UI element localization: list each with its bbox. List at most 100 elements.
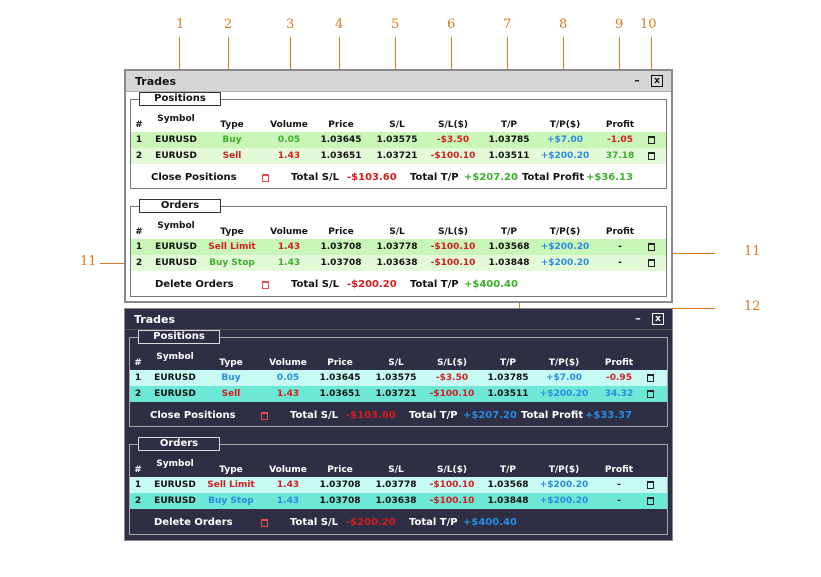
positions-group: Positions # Symbol Type Volume Price S/L… bbox=[130, 92, 667, 189]
row-sl-usd: -$100.10 bbox=[430, 242, 476, 252]
row-symbol: EURUSD bbox=[154, 389, 196, 399]
total-sl-label: Total S/L bbox=[291, 279, 340, 290]
total-sl-value: -$103.60 bbox=[346, 410, 396, 421]
row-sl-usd: -$3.50 bbox=[435, 373, 469, 383]
close-positions-button[interactable]: Close Positions bbox=[151, 172, 237, 183]
row-tp: 1.03848 bbox=[487, 496, 529, 506]
trash-icon[interactable] bbox=[640, 373, 660, 384]
minimize-button[interactable]: – bbox=[635, 312, 641, 325]
order-row[interactable]: 1 EURUSD Sell Limit 1.43 1.03708 1.03778… bbox=[130, 477, 667, 493]
row-price: 1.03645 bbox=[320, 135, 362, 145]
callout-4: 4 bbox=[335, 17, 344, 32]
header-sl: S/L bbox=[388, 358, 404, 368]
row-tp: 1.03785 bbox=[488, 135, 530, 145]
row-symbol: EURUSD bbox=[155, 258, 197, 268]
trash-icon[interactable] bbox=[640, 480, 660, 491]
row-tp-usd: +$200.20 bbox=[540, 258, 590, 268]
row-tp: 1.03785 bbox=[487, 373, 529, 383]
row-type: Sell bbox=[222, 151, 242, 161]
row-profit: - bbox=[618, 242, 622, 252]
position-row[interactable]: 1 EURUSD Buy 0.05 1.03645 1.03575 -$3.50… bbox=[131, 132, 666, 148]
header-sl-usd: S/L($) bbox=[437, 465, 467, 475]
trades-window-light: Trades – x Positions # Symbol Type Volum… bbox=[124, 69, 673, 303]
close-positions-button[interactable]: Close Positions bbox=[150, 410, 236, 421]
header-sl-usd: S/L($) bbox=[438, 227, 468, 237]
row-tp: 1.03848 bbox=[488, 258, 530, 268]
row-sl-usd: -$100.10 bbox=[429, 496, 475, 506]
orders-legend: Orders bbox=[139, 199, 221, 213]
orders-legend: Orders bbox=[138, 437, 220, 451]
header-sl-usd: S/L($) bbox=[437, 358, 467, 368]
row-sl: 1.03575 bbox=[376, 135, 418, 145]
position-row[interactable]: 1 EURUSD Buy 0.05 1.03645 1.03575 -$3.50… bbox=[130, 370, 667, 386]
row-tp-usd: +$200.20 bbox=[539, 480, 589, 490]
row-sl-usd: -$100.10 bbox=[430, 258, 476, 268]
order-row[interactable]: 2 EURUSD Buy Stop 1.43 1.03708 1.03638 -… bbox=[131, 255, 666, 271]
callout-1: 1 bbox=[176, 17, 185, 32]
row-sl: 1.03638 bbox=[376, 258, 418, 268]
row-tp-usd: +$200.20 bbox=[539, 496, 589, 506]
window-title: Trades bbox=[134, 313, 176, 326]
trash-icon[interactable] bbox=[641, 135, 661, 146]
close-button[interactable]: x bbox=[651, 75, 663, 87]
trash-icon[interactable] bbox=[640, 496, 660, 507]
position-row[interactable]: 2 EURUSD Sell 1.43 1.03651 1.03721 -$100… bbox=[131, 148, 666, 164]
total-profit-value: +$36.13 bbox=[586, 172, 633, 183]
row-sl: 1.03778 bbox=[375, 480, 417, 490]
close-button[interactable]: x bbox=[652, 313, 664, 325]
row-profit: 37.18 bbox=[605, 151, 635, 161]
row-price: 1.03651 bbox=[320, 151, 362, 161]
header-tp: T/P bbox=[499, 358, 517, 368]
positions-group: Positions # Symbol Type Volume Price S/L… bbox=[129, 330, 668, 427]
row-volume: 1.43 bbox=[277, 151, 301, 161]
positions-header: # Symbol Type Volume Price S/L S/L($) T/… bbox=[130, 350, 667, 368]
header-volume: Volume bbox=[269, 465, 307, 475]
row-type: Buy Stop bbox=[209, 258, 255, 268]
total-tp-value: +$400.40 bbox=[464, 279, 518, 290]
delete-orders-button[interactable]: Delete Orders bbox=[154, 517, 233, 528]
header-price: Price bbox=[328, 120, 354, 130]
callout-9: 9 bbox=[615, 17, 624, 32]
row-symbol: EURUSD bbox=[155, 242, 197, 252]
trades-window-dark: Trades – x Positions # Symbol Type Volum… bbox=[124, 308, 673, 541]
row-num: 1 bbox=[135, 242, 143, 252]
window-title: Trades bbox=[135, 75, 177, 88]
titlebar: Trades – x bbox=[125, 309, 672, 330]
minimize-button[interactable]: – bbox=[634, 74, 640, 87]
header-sl-usd: S/L($) bbox=[438, 120, 468, 130]
row-profit: 34.32 bbox=[604, 389, 634, 399]
order-row[interactable]: 1 EURUSD Sell Limit 1.43 1.03708 1.03778… bbox=[131, 239, 666, 255]
row-symbol: EURUSD bbox=[154, 373, 196, 383]
total-sl-label: Total S/L bbox=[290, 410, 339, 421]
position-row[interactable]: 2 EURUSD Sell 1.43 1.03651 1.03721 -$100… bbox=[130, 386, 667, 402]
delete-orders-button[interactable]: Delete Orders bbox=[155, 279, 234, 290]
header-volume: Volume bbox=[270, 227, 308, 237]
row-type: Sell Limit bbox=[207, 480, 255, 490]
row-sl-usd: -$100.10 bbox=[430, 151, 476, 161]
callout-5: 5 bbox=[391, 17, 400, 32]
row-tp-usd: +$200.20 bbox=[540, 151, 590, 161]
total-sl-label: Total S/L bbox=[290, 517, 339, 528]
row-price: 1.03708 bbox=[319, 480, 361, 490]
row-profit: - bbox=[617, 480, 621, 490]
callout-11-left: 11 bbox=[80, 254, 97, 269]
trash-icon[interactable] bbox=[640, 389, 660, 400]
header-tp: T/P bbox=[500, 120, 518, 130]
header-tp-usd: T/P($) bbox=[548, 358, 580, 368]
total-sl-value: -$103.60 bbox=[347, 172, 397, 183]
trash-icon[interactable] bbox=[641, 242, 661, 253]
header-profit: Profit bbox=[604, 465, 634, 475]
row-num: 2 bbox=[134, 496, 142, 506]
row-tp-usd: +$7.00 bbox=[545, 373, 582, 383]
row-type: Buy bbox=[222, 135, 242, 145]
row-sl: 1.03638 bbox=[375, 496, 417, 506]
trash-icon[interactable] bbox=[641, 151, 661, 162]
header-type: Type bbox=[219, 465, 243, 475]
row-tp: 1.03511 bbox=[488, 151, 530, 161]
trash-icon[interactable] bbox=[641, 258, 661, 269]
header-type: Type bbox=[220, 227, 244, 237]
header-symbol: Symbol bbox=[157, 114, 195, 124]
header-price: Price bbox=[327, 358, 353, 368]
row-volume: 1.43 bbox=[277, 258, 301, 268]
order-row[interactable]: 2 EURUSD Buy Stop 1.43 1.03708 1.03638 -… bbox=[130, 493, 667, 509]
